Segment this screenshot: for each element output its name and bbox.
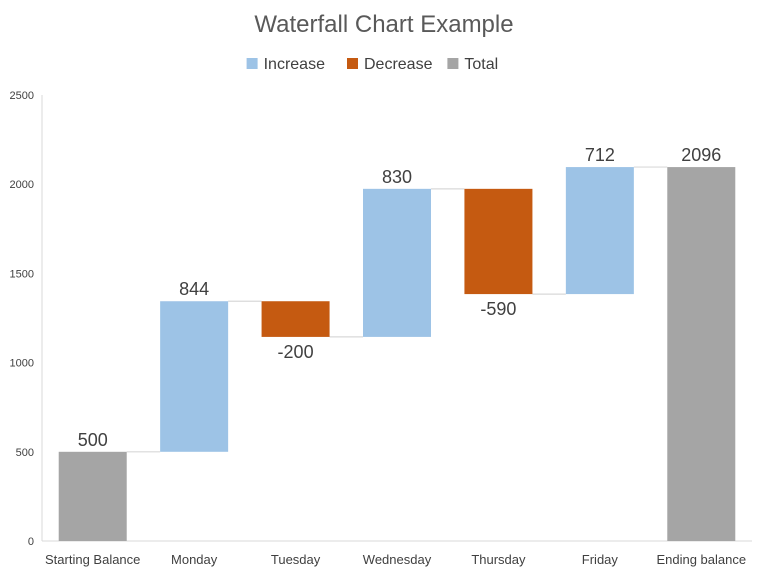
x-category-label: Starting Balance bbox=[45, 552, 140, 567]
legend-swatch-total bbox=[447, 58, 459, 69]
data-label: 500 bbox=[78, 430, 108, 450]
x-category-label: Tuesday bbox=[271, 552, 321, 567]
legend-label-increase: Increase bbox=[264, 56, 325, 73]
legend-label-total: Total bbox=[464, 56, 498, 73]
data-label: 2096 bbox=[681, 145, 721, 165]
bar-ending-balance bbox=[667, 167, 736, 541]
data-label: 712 bbox=[585, 145, 615, 165]
x-category-label: Friday bbox=[582, 552, 619, 567]
bar-friday bbox=[565, 167, 634, 295]
data-label: -200 bbox=[278, 342, 314, 362]
y-tick-label: 0 bbox=[28, 536, 34, 548]
chart-title: Waterfall Chart Example bbox=[254, 11, 513, 38]
data-label: -590 bbox=[480, 299, 516, 319]
x-category-label: Wednesday bbox=[363, 552, 432, 567]
bars-group bbox=[58, 167, 736, 541]
y-tick-label: 500 bbox=[16, 447, 34, 459]
data-label: 844 bbox=[179, 279, 209, 299]
bar-tuesday bbox=[261, 301, 330, 337]
x-axis-labels: Starting Balance Monday Tuesday Wednesday Th… bbox=[45, 552, 746, 567]
y-tick-label: 2000 bbox=[10, 179, 34, 191]
legend-swatch-increase bbox=[246, 58, 258, 69]
y-tick-label: 2500 bbox=[10, 90, 34, 102]
bar-starting-balance bbox=[58, 451, 127, 541]
chart-legend: Increase Decrease Total bbox=[246, 56, 498, 73]
bar-thursday bbox=[464, 188, 533, 295]
connector-lines bbox=[126, 166, 668, 453]
data-labels-group: 500 844 -200 830 -590 712 2096 bbox=[78, 145, 722, 450]
y-tick-label: 1000 bbox=[10, 358, 34, 370]
legend-swatch-decrease bbox=[347, 58, 358, 69]
x-category-label: Monday bbox=[171, 552, 218, 567]
x-category-label: Ending balance bbox=[656, 552, 746, 567]
legend-label-decrease: Decrease bbox=[364, 56, 433, 73]
data-label: 830 bbox=[382, 167, 412, 187]
bar-wednesday bbox=[363, 188, 431, 337]
bar-monday bbox=[160, 301, 229, 452]
y-tick-label: 1500 bbox=[10, 268, 34, 280]
y-axis-ticks: 0 500 1000 1500 2000 2500 bbox=[10, 90, 34, 548]
x-category-label: Thursday bbox=[471, 552, 526, 567]
